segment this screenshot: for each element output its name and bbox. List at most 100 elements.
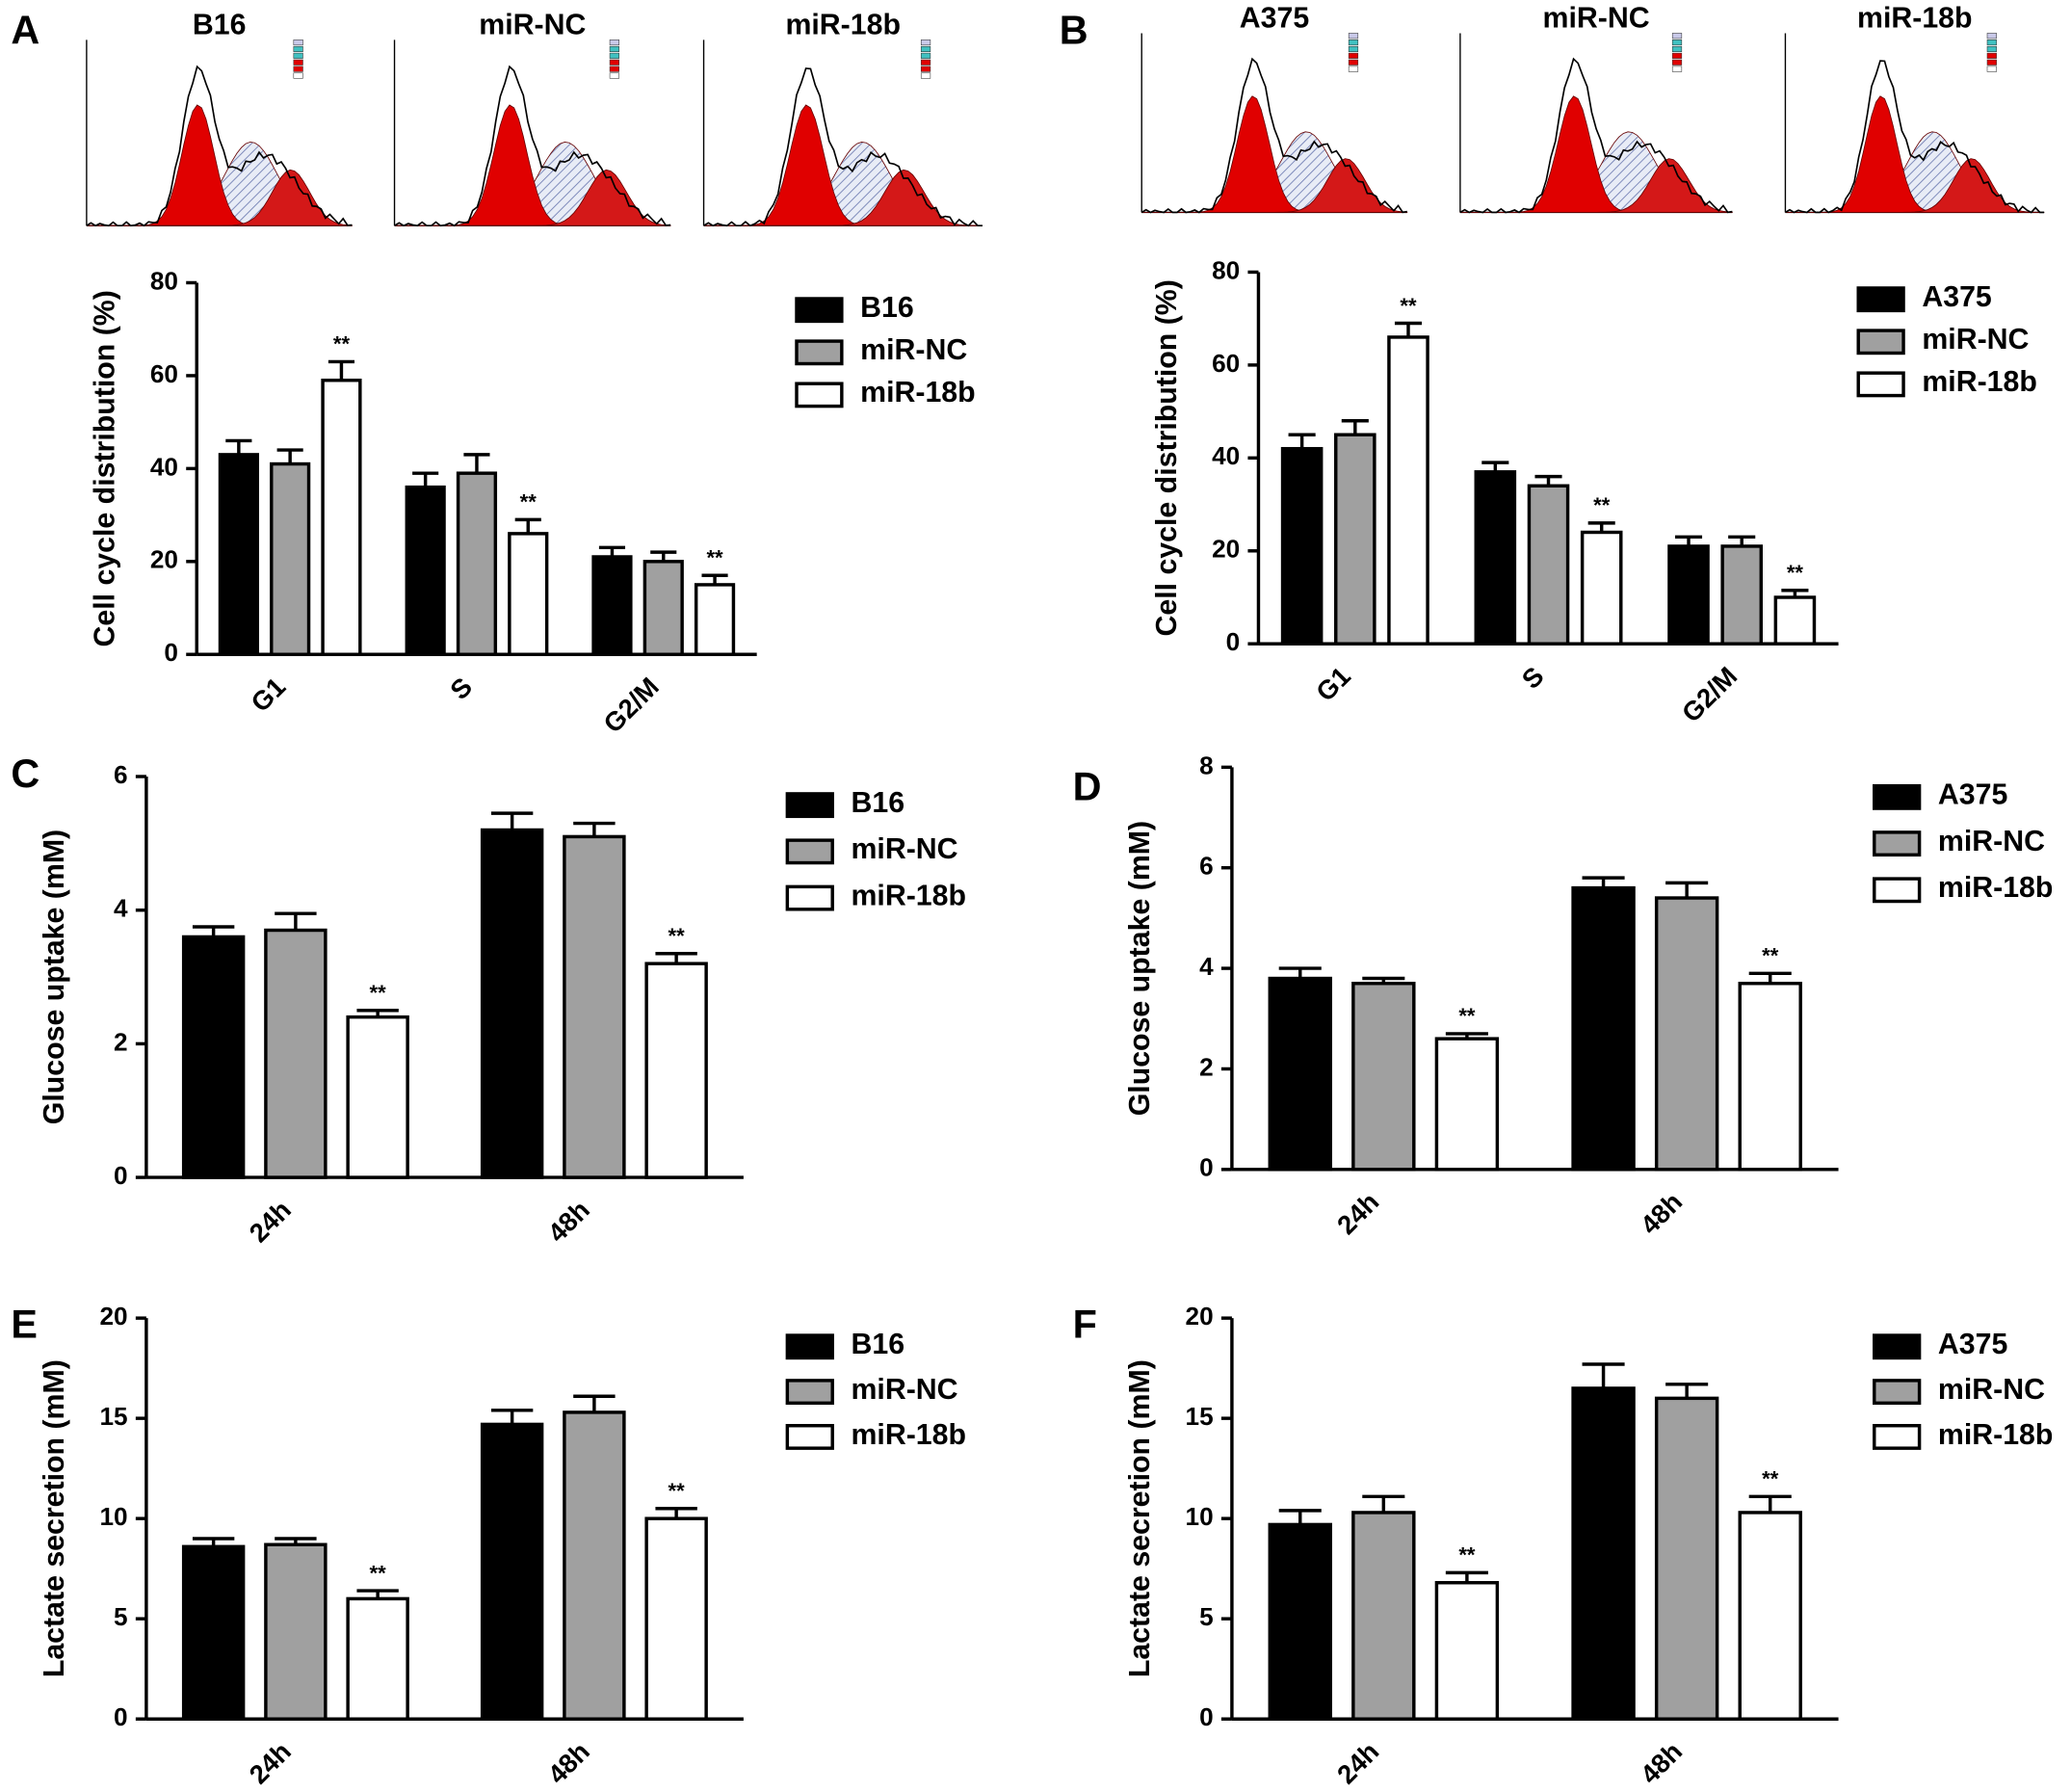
y-axis-title: Lactate secretion (mM) bbox=[1124, 1359, 1156, 1677]
legend-swatch bbox=[1856, 371, 1905, 398]
bar bbox=[181, 935, 246, 1179]
legend-label: miR-NC bbox=[860, 334, 967, 366]
legend-swatch bbox=[1873, 1379, 1922, 1406]
flow-legend-swatch bbox=[1348, 40, 1359, 46]
x-tick-label: 24h bbox=[244, 1195, 297, 1248]
x-tick-label: G1 bbox=[245, 672, 291, 718]
flow-legend-swatch bbox=[1671, 59, 1683, 66]
flow-legend-swatch bbox=[1986, 66, 1997, 72]
flow-legend-swatch bbox=[609, 66, 619, 72]
panel-label: D bbox=[1073, 765, 1102, 809]
bar bbox=[480, 1422, 544, 1721]
legend-swatch bbox=[795, 339, 844, 366]
x-tick-label: 24h bbox=[244, 1736, 297, 1789]
y-tick-label: 60 bbox=[150, 359, 178, 388]
significance: ** bbox=[370, 981, 387, 1005]
bar bbox=[1474, 470, 1517, 646]
x-tick-label: 24h bbox=[1331, 1187, 1384, 1240]
bar bbox=[1351, 982, 1416, 1172]
flow-legend-swatch bbox=[1348, 45, 1359, 53]
significance: ** bbox=[706, 546, 723, 570]
bar bbox=[480, 828, 544, 1179]
bar bbox=[218, 453, 259, 656]
legend-swatch bbox=[1856, 286, 1905, 313]
flow-peak bbox=[1785, 131, 2045, 213]
flow-title: miR-18b bbox=[785, 10, 901, 41]
significance: ** bbox=[1458, 1004, 1476, 1028]
bar bbox=[1434, 1581, 1500, 1721]
flow-legend-swatch bbox=[920, 59, 931, 66]
flow-title: miR-NC bbox=[1543, 3, 1650, 35]
significance: ** bbox=[370, 1561, 387, 1585]
flow-histogram bbox=[1459, 33, 1733, 214]
bar bbox=[1268, 976, 1332, 1172]
panel-label: B bbox=[1060, 8, 1088, 52]
legend-swatch bbox=[785, 792, 834, 819]
bar bbox=[642, 560, 684, 656]
flow-peak bbox=[703, 141, 983, 226]
flow-legend-swatch bbox=[1671, 52, 1683, 59]
flow-legend-swatch bbox=[293, 72, 303, 79]
y-tick-label: 20 bbox=[100, 1302, 128, 1331]
panel-label: A bbox=[11, 8, 39, 52]
y-tick-label: 15 bbox=[100, 1402, 128, 1431]
y-axis-title: Glucose uptake (mM) bbox=[39, 830, 70, 1124]
flow-legend-swatch bbox=[1348, 52, 1359, 59]
legend-label: A375 bbox=[1922, 281, 1991, 313]
legend-swatch bbox=[795, 297, 844, 324]
x-tick-label: 48h bbox=[1635, 1187, 1688, 1240]
flow-legend-swatch bbox=[1671, 66, 1683, 72]
legend-label: A375 bbox=[1938, 1329, 2007, 1360]
bar bbox=[694, 583, 736, 656]
flow-legend-swatch bbox=[1671, 33, 1683, 40]
y-tick-label: 4 bbox=[114, 894, 128, 923]
y-tick-label: 0 bbox=[1199, 1153, 1214, 1182]
x-tick-label: 48h bbox=[1635, 1736, 1688, 1789]
flow-title: B16 bbox=[193, 10, 247, 41]
bar bbox=[1654, 896, 1719, 1172]
legend-label: miR-18b bbox=[851, 880, 966, 911]
y-tick-label: 20 bbox=[150, 545, 178, 574]
significance: ** bbox=[1458, 1543, 1476, 1568]
panel-label: F bbox=[1073, 1303, 1097, 1347]
flow-outline bbox=[1785, 60, 2045, 214]
flow-legend-swatch bbox=[609, 72, 619, 79]
legend-label: miR-NC bbox=[851, 833, 957, 865]
bar bbox=[321, 379, 362, 656]
bar bbox=[346, 1596, 409, 1721]
flow-legend-swatch bbox=[920, 72, 931, 79]
bar bbox=[1334, 433, 1376, 646]
legend-swatch bbox=[1873, 1333, 1922, 1360]
y-axis-title: Cell cycle distribution (%) bbox=[1151, 279, 1183, 636]
flow-legend-swatch bbox=[609, 40, 619, 46]
legend-label: B16 bbox=[851, 787, 904, 819]
flow-title: A375 bbox=[1240, 3, 1309, 35]
legend-label: miR-18b bbox=[1922, 366, 2037, 398]
y-tick-label: 0 bbox=[114, 1702, 128, 1731]
y-tick-label: 40 bbox=[1212, 441, 1240, 470]
legend-label: miR-18b bbox=[860, 377, 976, 408]
y-tick-label: 5 bbox=[114, 1602, 128, 1631]
legend-label: miR-18b bbox=[1938, 1419, 2054, 1451]
bar bbox=[1268, 1522, 1332, 1721]
flow-legend-swatch bbox=[293, 52, 303, 59]
flow-legend-swatch bbox=[920, 45, 931, 53]
bar bbox=[563, 834, 626, 1179]
x-tick-label: S bbox=[1516, 661, 1550, 695]
bar bbox=[1571, 885, 1636, 1172]
bar bbox=[1667, 544, 1710, 646]
bar bbox=[270, 461, 311, 656]
legend-label: miR-18b bbox=[1938, 872, 2054, 904]
flow-histogram bbox=[702, 40, 983, 227]
bar bbox=[1351, 1511, 1416, 1721]
legend-swatch bbox=[1873, 877, 1922, 904]
x-tick-label: 48h bbox=[542, 1195, 595, 1248]
bar bbox=[591, 555, 633, 656]
bar bbox=[1738, 982, 1802, 1172]
flow-legend-swatch bbox=[609, 45, 619, 53]
bar bbox=[1738, 1511, 1802, 1721]
flow-title: miR-18b bbox=[1857, 3, 1973, 35]
legend-label: miR-NC bbox=[851, 1374, 957, 1406]
y-tick-label: 20 bbox=[1186, 1302, 1214, 1331]
bar bbox=[1720, 544, 1763, 646]
